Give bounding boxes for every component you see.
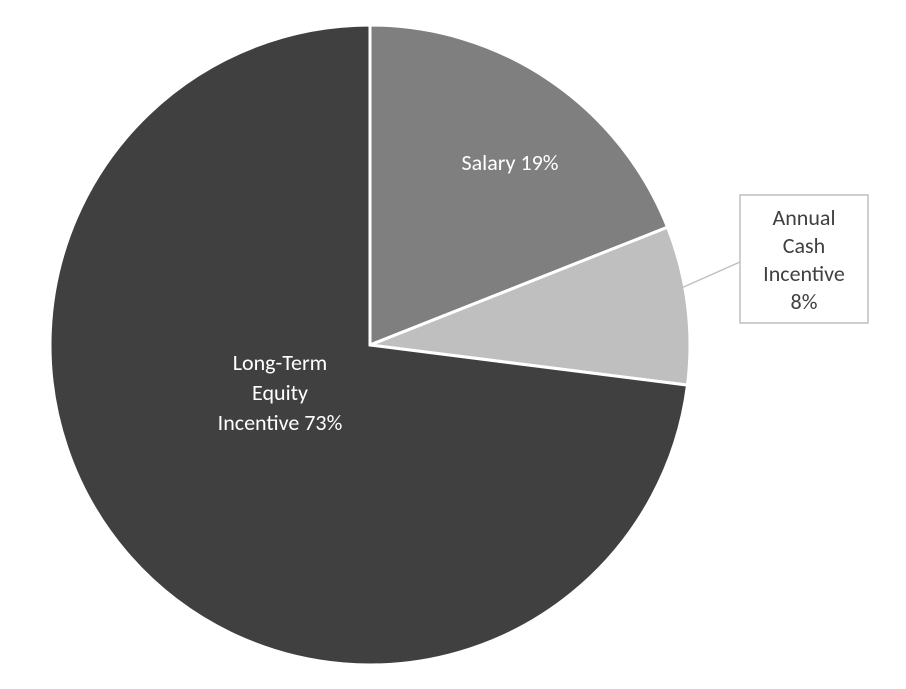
- slice-label-line: Salary 19%: [462, 149, 559, 176]
- callout-label-line: Incentive: [763, 260, 845, 287]
- slice-label-line: Equity: [252, 379, 308, 406]
- slice-label-line: Long-Term: [233, 349, 327, 376]
- compensation-pie-chart: Salary 19% AnnualCashIncentive8% Long-Term…: [0, 0, 906, 689]
- callout-label-line: 8%: [791, 288, 818, 315]
- slice-label-line: Incentive 73%: [218, 409, 343, 436]
- callout-label-line: Annual: [773, 204, 836, 231]
- callout-label-line: Cash: [783, 232, 825, 259]
